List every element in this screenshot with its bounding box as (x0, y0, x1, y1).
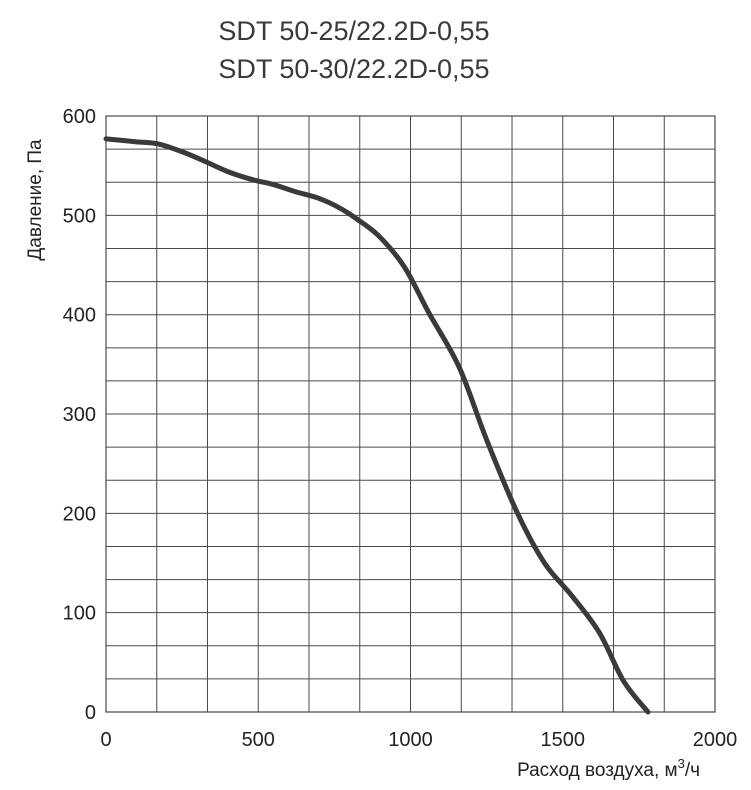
y-tick-label: 400 (63, 305, 96, 327)
x-tick-label: 1000 (388, 729, 433, 751)
x-tick-label: 500 (242, 729, 275, 751)
x-tick-label: 0 (100, 729, 111, 751)
plot-frame (105, 115, 716, 713)
x-axis-label-superscript: 3 (678, 756, 685, 771)
x-tick-label: 2000 (693, 729, 738, 751)
chart-title-line-1: SDT 50-25/22.2D-0,55 (218, 16, 489, 46)
y-tick-label: 200 (63, 503, 96, 525)
y-tick-label: 0 (85, 702, 96, 724)
y-tick-label: 500 (63, 205, 96, 227)
y-tick-label: 300 (63, 404, 96, 426)
y-axis-label: Давление, Па (25, 139, 46, 261)
x-axis-label-main: Расход воздуха, м (517, 760, 678, 781)
y-tick-label: 600 (63, 106, 96, 128)
x-axis-label: Расход воздуха, м3/ч (517, 756, 700, 781)
grid-lines (106, 116, 715, 712)
chart-title-line-2: SDT 50-30/22.2D-0,55 (218, 54, 489, 84)
y-tick-label: 100 (63, 603, 96, 625)
tick-labels: 0 500 1000 1500 2000 0 100 200 300 400 500 600 (63, 106, 738, 751)
series-group (103, 136, 651, 715)
x-axis-label-suffix: /ч (685, 760, 700, 781)
series-line (103, 136, 651, 715)
x-tick-label: 1500 (541, 729, 586, 751)
